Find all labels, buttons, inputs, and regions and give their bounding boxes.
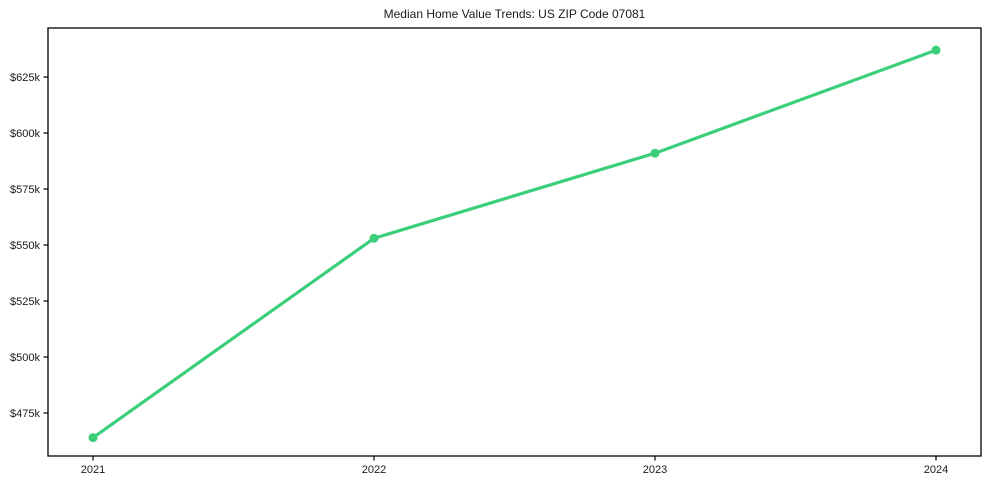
y-tick-label: $625k: [10, 72, 40, 84]
y-tick-label: $550k: [10, 240, 40, 252]
data-point-marker: [88, 433, 98, 443]
y-tick-label: $525k: [10, 296, 40, 308]
data-point-marker: [931, 45, 941, 55]
y-tick-label: $475k: [10, 408, 40, 420]
data-point-marker: [650, 148, 660, 158]
x-tick-label: 2022: [362, 464, 386, 476]
chart-title: Median Home Value Trends: US ZIP Code 07…: [383, 7, 646, 21]
y-tick-label: $575k: [10, 184, 40, 196]
plot-border: [47, 27, 982, 457]
x-tick-label: 2024: [924, 464, 948, 476]
data-point-marker: [369, 233, 379, 243]
trend-line: [91, 48, 938, 440]
y-tick-label: $500k: [10, 352, 40, 364]
y-tick-label: $600k: [10, 128, 40, 140]
x-tick-label: 2023: [643, 464, 667, 476]
x-tick-label: 2021: [81, 464, 105, 476]
